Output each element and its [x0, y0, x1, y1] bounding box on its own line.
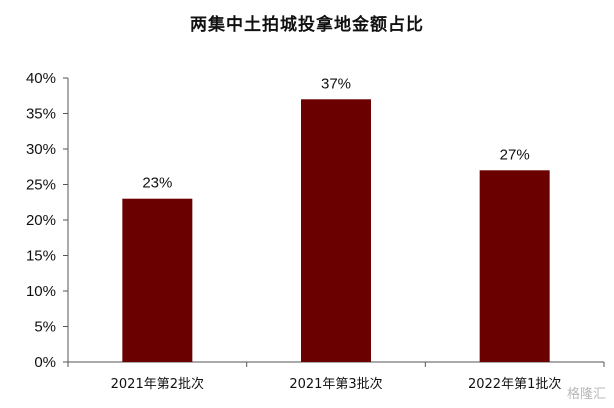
bar	[122, 198, 193, 362]
chart-title: 两集中土拍城投拿地金额占比	[190, 15, 424, 35]
y-tick-label: 35%	[26, 106, 56, 123]
x-category-label: 2022年第1批次	[468, 376, 561, 392]
bar	[479, 170, 550, 362]
y-tick-label: 10%	[26, 283, 56, 300]
data-label: 37%	[321, 75, 351, 92]
y-tick-label: 25%	[26, 177, 56, 194]
y-tick-label: 40%	[26, 70, 56, 87]
bar	[301, 99, 371, 363]
y-tick-label: 30%	[26, 141, 56, 158]
y-tick-label: 20%	[26, 212, 56, 229]
x-category-label: 2021年第2批次	[111, 376, 204, 392]
data-label: 27%	[500, 146, 530, 163]
y-tick-label: 0%	[34, 354, 56, 371]
x-category-label: 2021年第3批次	[289, 376, 382, 392]
y-tick-label: 15%	[26, 248, 56, 265]
data-label: 23%	[142, 175, 172, 192]
watermark: 格隆汇	[566, 387, 606, 402]
y-tick-label: 5%	[34, 319, 56, 336]
